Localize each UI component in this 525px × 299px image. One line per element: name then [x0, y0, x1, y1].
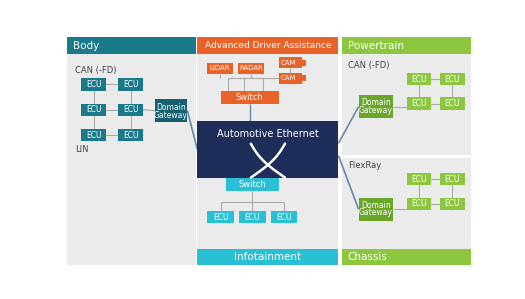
Bar — [359, 95, 393, 118]
Bar — [239, 211, 266, 223]
Text: ECU: ECU — [245, 213, 260, 222]
Text: ECU: ECU — [86, 131, 101, 140]
Text: ECU: ECU — [445, 175, 460, 184]
Text: CAN (-FD): CAN (-FD) — [348, 61, 389, 70]
Bar — [342, 249, 471, 265]
Text: LIDAR: LIDAR — [209, 65, 230, 71]
Bar — [342, 37, 471, 54]
Bar — [407, 173, 432, 185]
Bar — [440, 73, 465, 85]
Text: CAN (-FD): CAN (-FD) — [75, 66, 117, 75]
Text: ECU: ECU — [411, 74, 427, 83]
Bar — [226, 178, 279, 191]
Bar — [342, 37, 471, 155]
Text: Body: Body — [74, 41, 100, 51]
Bar — [407, 73, 432, 85]
Bar — [220, 91, 279, 104]
Bar — [407, 97, 432, 110]
Bar — [118, 129, 143, 141]
Text: Infotainment: Infotainment — [234, 252, 301, 262]
Text: ECU: ECU — [123, 105, 139, 114]
Bar — [207, 211, 234, 223]
Text: Gateway: Gateway — [359, 106, 393, 115]
Text: ECU: ECU — [86, 105, 101, 114]
Text: ECU: ECU — [445, 99, 460, 108]
Text: ECU: ECU — [411, 175, 427, 184]
Text: Powertrain: Powertrain — [348, 41, 404, 51]
Bar — [197, 249, 339, 265]
Text: Switch: Switch — [238, 180, 266, 189]
Bar — [407, 198, 432, 210]
Bar — [118, 78, 143, 91]
Bar — [238, 63, 264, 74]
Bar — [279, 73, 302, 84]
Text: Gateway: Gateway — [154, 111, 188, 120]
Text: ECU: ECU — [277, 213, 292, 222]
Bar — [302, 75, 306, 81]
Bar — [197, 37, 339, 54]
Bar — [440, 97, 465, 110]
Text: FlexRay: FlexRay — [348, 161, 381, 170]
Text: CAM: CAM — [281, 60, 297, 66]
Bar — [155, 99, 187, 122]
Bar — [342, 158, 471, 265]
Bar — [440, 173, 465, 185]
Text: Domain: Domain — [361, 201, 391, 210]
Bar — [279, 57, 302, 68]
Bar — [81, 104, 106, 116]
Text: ECU: ECU — [445, 74, 460, 83]
Text: RADAR: RADAR — [239, 65, 263, 71]
Bar — [67, 37, 196, 265]
Bar — [302, 60, 306, 66]
Bar — [207, 63, 233, 74]
Bar — [67, 37, 196, 54]
Bar — [118, 104, 143, 116]
Bar — [440, 198, 465, 210]
Bar — [81, 78, 106, 91]
Bar — [197, 120, 339, 178]
Bar — [197, 37, 339, 155]
Bar — [81, 129, 106, 141]
Text: ECU: ECU — [123, 131, 139, 140]
Text: ECU: ECU — [411, 99, 427, 108]
Text: LIN: LIN — [75, 145, 88, 154]
Text: ECU: ECU — [86, 80, 101, 89]
Bar — [359, 198, 393, 221]
Bar — [197, 158, 339, 265]
Text: Automotive Ethernet: Automotive Ethernet — [217, 129, 319, 139]
Text: Domain: Domain — [361, 98, 391, 107]
Text: Advanced Driver Assistance: Advanced Driver Assistance — [205, 41, 331, 51]
Text: Switch: Switch — [236, 93, 264, 102]
Text: ECU: ECU — [213, 213, 228, 222]
Text: Gateway: Gateway — [359, 208, 393, 217]
Text: Domain: Domain — [156, 103, 186, 112]
Text: CAM: CAM — [281, 75, 297, 81]
Text: Chassis: Chassis — [348, 252, 387, 262]
Bar — [271, 211, 297, 223]
Text: ECU: ECU — [445, 199, 460, 208]
Text: ECU: ECU — [123, 80, 139, 89]
Text: ECU: ECU — [411, 199, 427, 208]
